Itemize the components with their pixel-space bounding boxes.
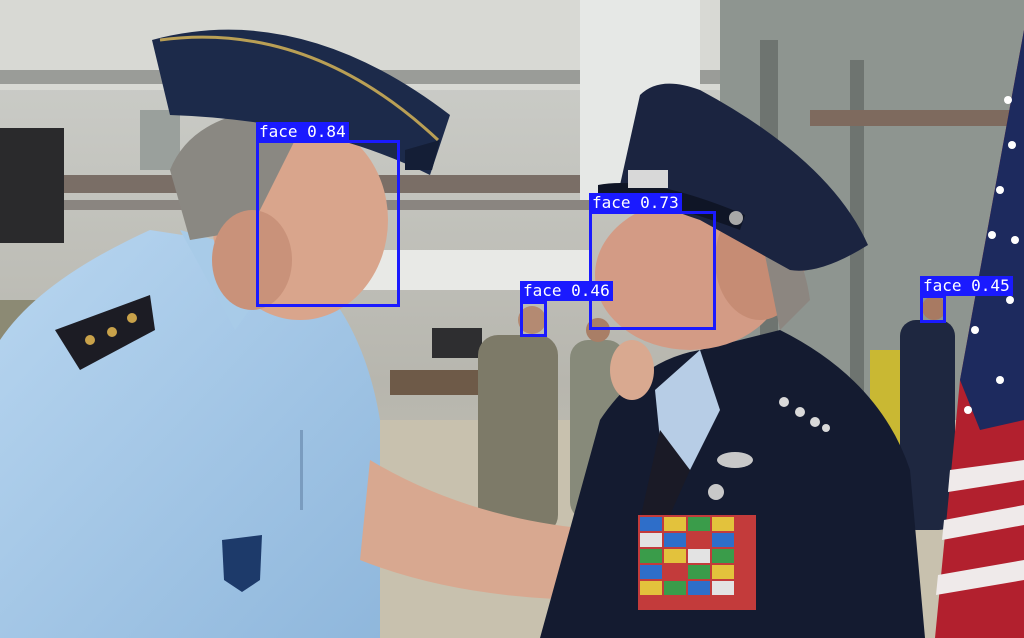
face-detection-box	[920, 295, 946, 323]
face-detection-label: face 0.84	[256, 122, 349, 142]
face-detection-label: face 0.46	[520, 281, 613, 301]
face-detection-box	[520, 301, 547, 337]
face-detection-label: face 0.45	[920, 276, 1013, 296]
face-detection-box	[256, 140, 400, 307]
face-detection-label: face 0.73	[589, 193, 682, 213]
face-detection-box	[589, 211, 716, 330]
